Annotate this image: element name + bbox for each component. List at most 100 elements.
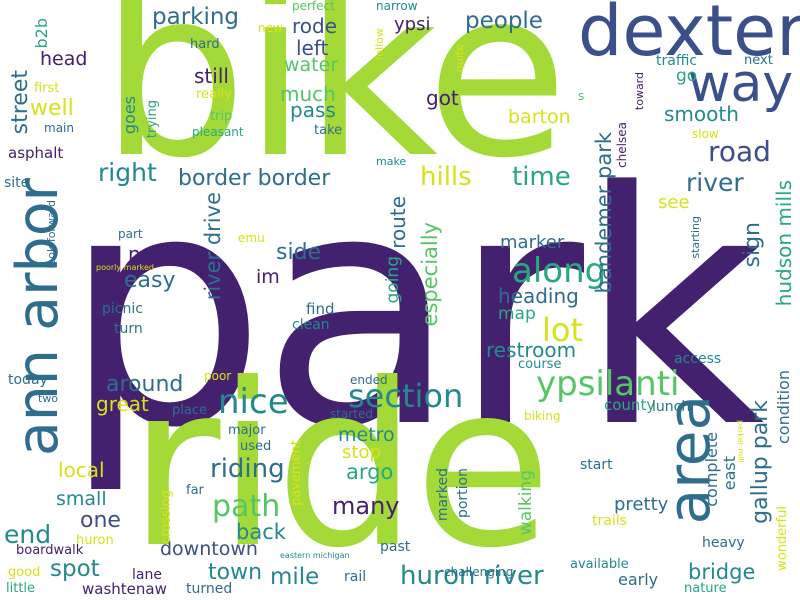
- word-hard: hard: [190, 37, 220, 52]
- word-great: great: [96, 392, 149, 416]
- word-access: access: [674, 351, 722, 367]
- word-turn: turn: [114, 321, 143, 337]
- word-much: much: [280, 82, 336, 106]
- word-huron: huron: [76, 533, 114, 548]
- word-hudson-mills: hudson mills: [772, 180, 796, 307]
- word-sign: sign: [740, 222, 765, 268]
- word-new: new: [258, 21, 283, 35]
- word-starting: starting: [689, 216, 702, 259]
- word-many: many: [332, 492, 400, 520]
- word-past: past: [380, 539, 411, 555]
- word-pavement: pavement: [289, 440, 304, 506]
- word-well: well: [30, 96, 74, 121]
- word-chelsea: chelsea: [615, 122, 629, 168]
- word-two: two: [38, 392, 59, 405]
- word-pleasant: pleasant: [192, 125, 244, 139]
- word-especially: especially: [418, 222, 442, 327]
- word-start: start: [580, 457, 613, 473]
- word-left: left: [296, 36, 329, 60]
- word-county: county: [604, 396, 656, 414]
- word-park: park: [62, 123, 765, 498]
- word-dexter: dexter: [578, 0, 800, 72]
- word-parking: parking: [152, 4, 240, 30]
- word-marked: marked: [435, 468, 451, 522]
- word-riding: riding: [210, 454, 285, 484]
- word-go: go: [676, 66, 698, 86]
- word-see: see: [658, 192, 690, 213]
- word-time: time: [512, 162, 571, 192]
- word-back: back: [236, 520, 286, 544]
- word-toward: toward: [633, 72, 646, 111]
- word-biking: biking: [524, 409, 561, 423]
- word-side: side: [276, 240, 322, 265]
- word-condition: condition: [774, 370, 793, 444]
- word-metro: metro: [338, 424, 395, 446]
- word-trip: trip: [210, 109, 233, 124]
- word-way: way: [688, 54, 794, 114]
- word-ypsilanti: ypsilanti: [536, 364, 680, 404]
- word-spot: spot: [50, 556, 100, 582]
- word-traffic: traffic: [656, 53, 698, 69]
- word-pretty: pretty: [614, 494, 669, 515]
- word-washtenaw: washtenaw: [82, 580, 167, 598]
- word-hills: hills: [420, 162, 472, 192]
- word-walking: walking: [516, 470, 536, 536]
- word-heavy: heavy: [702, 535, 745, 551]
- word-people: people: [465, 8, 543, 34]
- word-next: next: [744, 53, 773, 68]
- word-stop: stop: [342, 442, 381, 463]
- word-crossing: crossing: [159, 490, 174, 544]
- word-path: path: [212, 489, 281, 524]
- word-pass: pass: [290, 98, 336, 122]
- word-bandemer-park: bandemer park: [592, 132, 616, 294]
- word-site: site: [4, 175, 30, 191]
- word-barton: barton: [508, 106, 571, 128]
- word-take: take: [314, 123, 343, 138]
- word-street: street: [8, 70, 33, 135]
- word-picnic: picnic: [102, 301, 143, 317]
- word-started: started: [330, 407, 373, 421]
- word-major: major: [228, 423, 266, 438]
- word-small: small: [56, 488, 107, 510]
- word-marker: marker: [500, 232, 565, 253]
- word-asphalt: asphalt: [8, 144, 64, 162]
- word-argo: argo: [346, 460, 394, 484]
- word-quite: quite: [453, 44, 466, 73]
- word-perfect: perfect: [292, 0, 335, 13]
- word-s: s: [578, 89, 585, 103]
- word-parker-mill: parker mill: [736, 420, 745, 463]
- word-local: local: [58, 458, 105, 482]
- word-head: head: [40, 48, 88, 70]
- word-slow: slow: [692, 127, 719, 141]
- word-bike: bike: [100, 0, 569, 209]
- word-river-drive: river drive: [201, 192, 225, 301]
- word-heading: heading: [498, 284, 579, 308]
- word-water: water: [284, 54, 339, 76]
- word-far: far: [186, 483, 204, 498]
- word-got: got: [426, 86, 459, 110]
- word-complete: complete: [702, 432, 721, 507]
- word-ypsi: ypsi: [394, 14, 431, 35]
- word-available: available: [570, 557, 629, 572]
- word-clean: clean: [292, 317, 330, 333]
- word-one: one: [80, 508, 121, 533]
- word-challenging: challenging: [444, 565, 514, 579]
- word-gallup-park: gallup park: [748, 400, 773, 524]
- word-restroom: restroom: [486, 338, 577, 362]
- word-ended: ended: [350, 373, 388, 387]
- word-eastern-michigan: eastern michigan: [280, 551, 350, 560]
- word-poorly-marked: poorly marked: [96, 263, 154, 272]
- word-ann-arbor: ann arbor: [5, 178, 71, 457]
- word-easy: easy: [124, 268, 176, 293]
- word-going: going: [383, 256, 403, 304]
- word-rode: rode: [292, 14, 338, 38]
- word-wonderful: wonderful: [775, 506, 790, 571]
- word-nice: nice: [218, 382, 289, 422]
- word-right: right: [98, 158, 157, 187]
- word-end: end: [4, 520, 52, 549]
- word-course: course: [518, 357, 562, 372]
- word-river: river: [686, 168, 744, 197]
- word-downtown: downtown: [160, 538, 258, 560]
- word-border-border: border border: [178, 166, 331, 191]
